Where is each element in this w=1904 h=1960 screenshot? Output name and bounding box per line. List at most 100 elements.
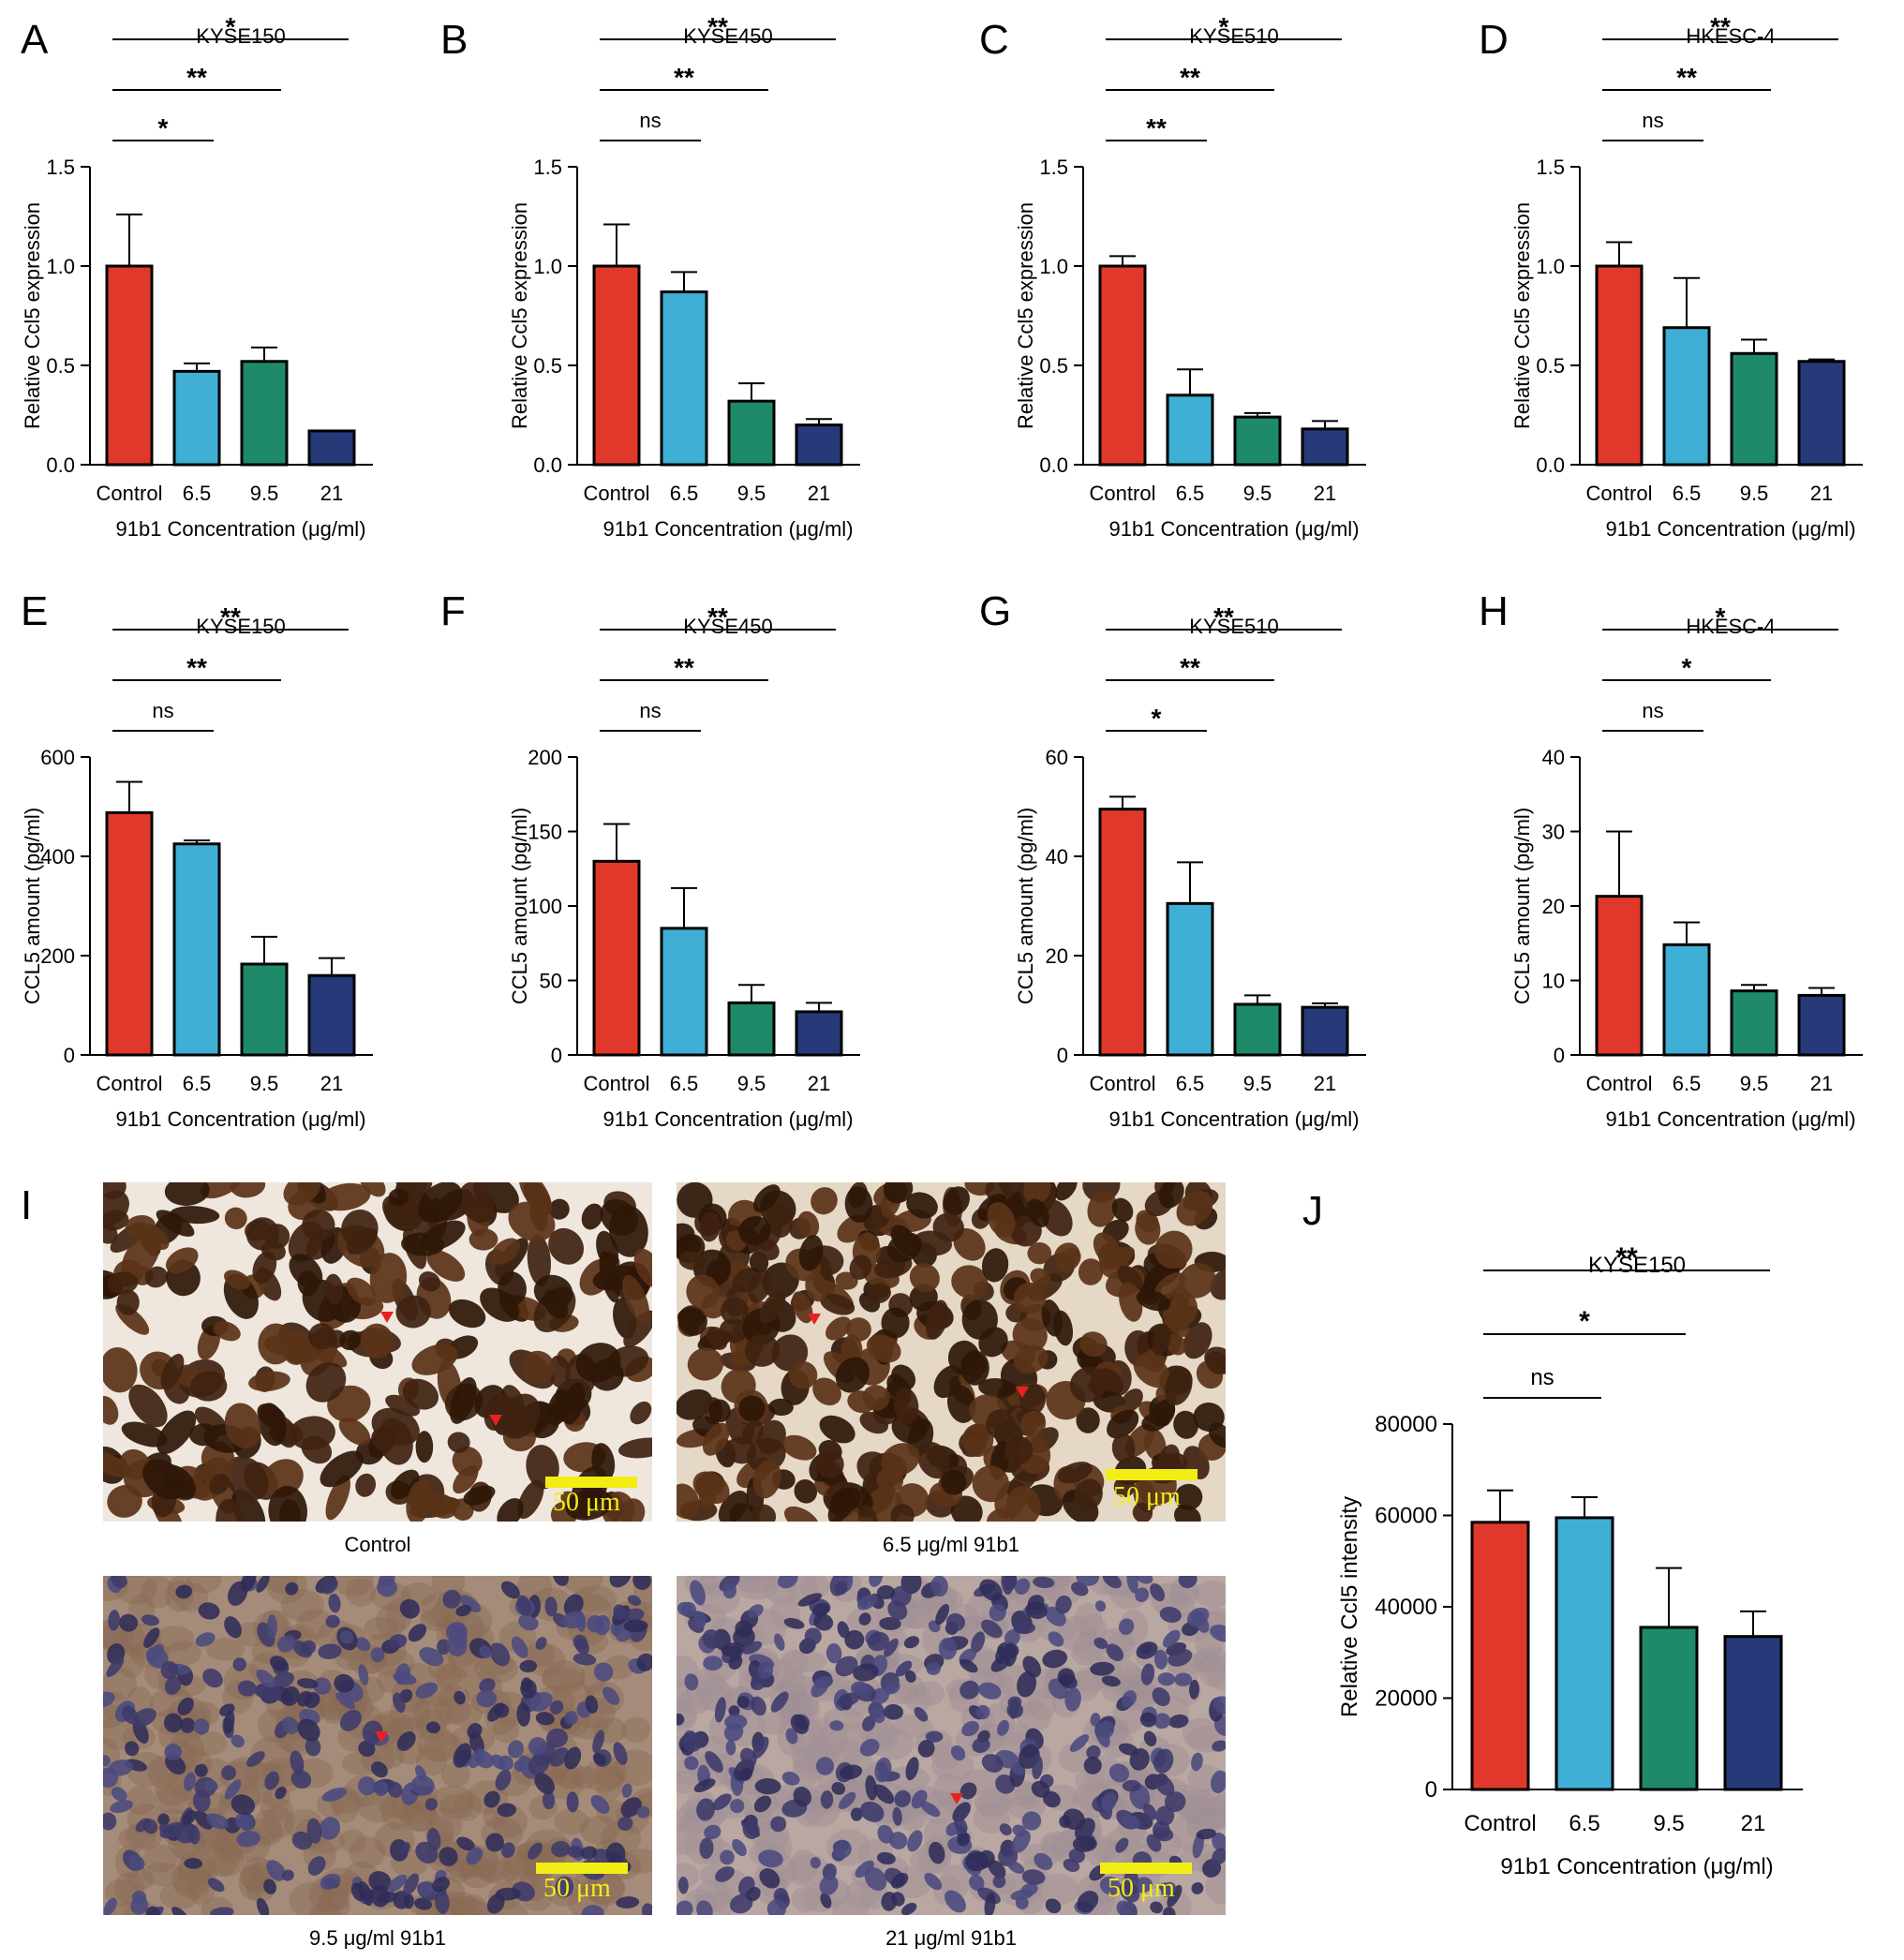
nucleus (175, 1584, 193, 1599)
cell (1030, 1268, 1051, 1287)
nucleus (516, 1595, 532, 1616)
nucleus (790, 1714, 810, 1734)
nucleus (873, 1784, 895, 1804)
cell (561, 1382, 586, 1425)
nucleus (850, 1807, 863, 1821)
nucleus (613, 1604, 627, 1621)
bar-6-5 (1554, 1516, 1614, 1791)
micrograph-label-6-5: 6.5 μg/ml 91b1 (883, 1533, 1019, 1556)
nucleus (399, 1842, 410, 1856)
cell (224, 1456, 269, 1501)
significance-label: ** (707, 602, 728, 631)
nucleus (1212, 1832, 1226, 1851)
nucleus (180, 1717, 196, 1733)
cell (230, 1182, 266, 1198)
nucleus (232, 1657, 246, 1671)
nucleus (954, 1817, 968, 1834)
y-tick-label: 200 (528, 746, 562, 769)
x-tick-label: 9.5 (737, 1072, 766, 1095)
nucleus (291, 1831, 313, 1850)
cell (950, 1495, 983, 1522)
nucleus (592, 1730, 605, 1754)
y-tick-label: 200 (40, 944, 75, 968)
cell (418, 1271, 440, 1292)
y-tick-label: 0 (1425, 1777, 1437, 1803)
cytoplasm (140, 1576, 175, 1609)
nucleus (165, 1676, 182, 1695)
nucleus (900, 1902, 917, 1915)
significance-label: ** (220, 602, 241, 631)
nucleus (742, 1819, 760, 1840)
nucleus (742, 1641, 763, 1655)
cell (692, 1471, 730, 1504)
nucleus (729, 1893, 753, 1914)
nucleus (204, 1779, 218, 1792)
nucleus (748, 1604, 764, 1618)
x-tick-label: 6.5 (1176, 482, 1205, 505)
cell (917, 1441, 951, 1479)
x-tick-label: Control (97, 482, 163, 505)
y-tick-label: 1.0 (46, 255, 75, 278)
significance-label: ** (674, 653, 694, 682)
nucleus (952, 1802, 971, 1822)
nucleus (418, 1880, 435, 1896)
cell (320, 1182, 371, 1211)
y-axis-label: Relative Ccl5 expression (508, 202, 531, 429)
nucleus (350, 1882, 365, 1902)
nucleus (1162, 1629, 1181, 1648)
nucleus (693, 1611, 707, 1628)
x-tick-label: Control (1586, 1072, 1653, 1095)
cell (248, 1371, 290, 1392)
y-tick-label: 0 (551, 1044, 562, 1067)
nucleus (774, 1633, 785, 1651)
nucleus (837, 1692, 860, 1708)
cell (447, 1432, 470, 1453)
cytoplasm (364, 1616, 399, 1641)
nucleus (602, 1686, 620, 1705)
cell (881, 1443, 920, 1477)
cytoplasm (931, 1751, 975, 1781)
cytoplasm (187, 1701, 220, 1727)
bar-9-5 (727, 1001, 776, 1057)
nucleus (890, 1872, 909, 1889)
cell (415, 1431, 434, 1463)
cytoplasm (1056, 1615, 1097, 1652)
panel-letter-e: E (21, 588, 49, 634)
x-axis-label: 91b1 Concentration (μg/ml) (1108, 1107, 1359, 1131)
bar-control (592, 264, 641, 467)
nucleus (853, 1663, 879, 1682)
bar-21 (1301, 1005, 1349, 1057)
cytoplasm (309, 1901, 342, 1915)
nucleus (516, 1702, 531, 1727)
nucleus (815, 1757, 835, 1775)
cytoplasm (898, 1802, 926, 1832)
cell (1193, 1402, 1225, 1432)
nucleus (497, 1803, 516, 1818)
y-tick-label: 1.5 (533, 156, 562, 179)
nucleus (1122, 1779, 1141, 1792)
cell (600, 1198, 638, 1236)
nucleus (494, 1703, 510, 1718)
cell (156, 1410, 197, 1454)
nucleus (370, 1884, 390, 1908)
y-tick-label: 0.5 (533, 354, 562, 378)
cell (1013, 1282, 1047, 1314)
cell (1023, 1182, 1051, 1205)
nucleus (1168, 1714, 1189, 1729)
nucleus (783, 1617, 805, 1629)
bar-21 (1301, 427, 1349, 467)
x-tick-label: Control (584, 1072, 650, 1095)
nucleus (981, 1619, 1003, 1639)
nucleus (874, 1757, 892, 1783)
cytoplasm (458, 1893, 489, 1915)
cell (1069, 1366, 1108, 1403)
significance-label: * (226, 12, 236, 41)
cytoplasm (1200, 1798, 1226, 1832)
scale-label: 50 μm (1113, 1482, 1181, 1511)
nucleus (573, 1634, 588, 1651)
chart-title: KYSE510 (1189, 615, 1278, 638)
cytoplasm (818, 1722, 848, 1758)
scale-label: 50 μm (553, 1488, 620, 1517)
nucleus (1076, 1576, 1099, 1586)
